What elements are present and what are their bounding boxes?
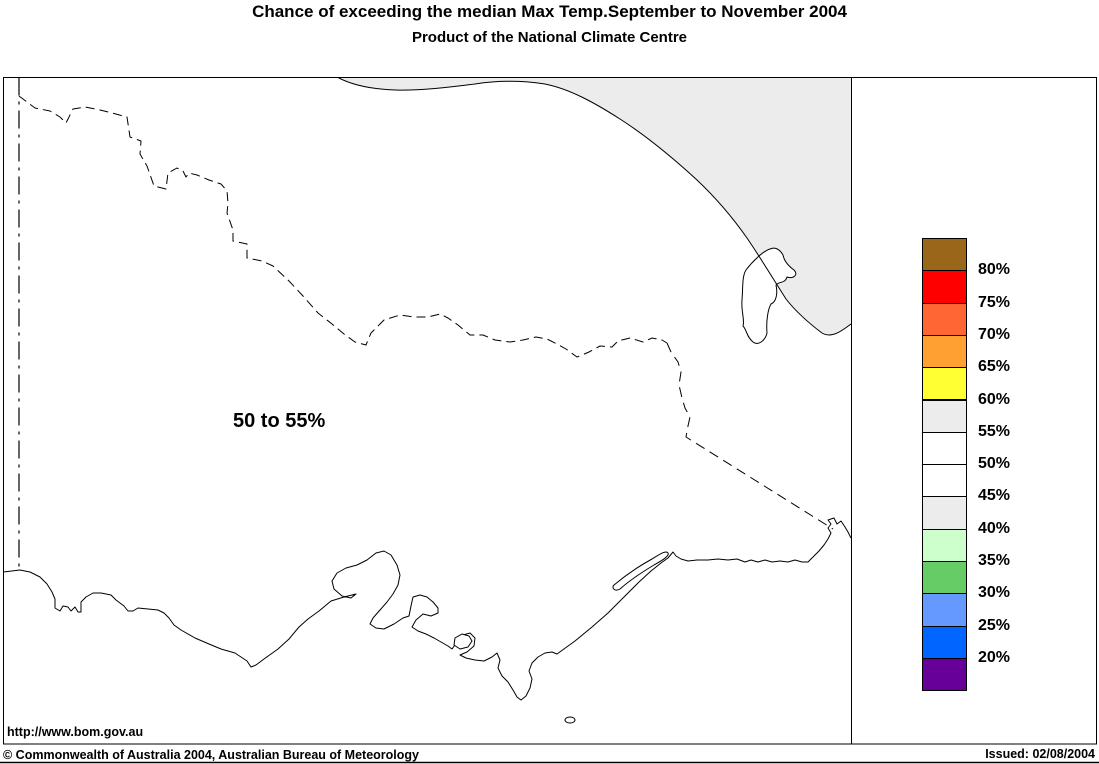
legend-swatch [922, 528, 967, 562]
page-subtitle: Product of the National Climate Centre [411, 29, 688, 46]
legend-swatch [922, 464, 967, 498]
gippsland-lakes-outline [612, 551, 669, 591]
legend-swatch [922, 334, 967, 369]
coastline [3, 517, 852, 701]
east-border-line [666, 342, 834, 530]
bom-url-label: http://www.bom.gov.au [7, 725, 144, 739]
legend-label: 65% [978, 358, 1011, 376]
legend-label: 55% [978, 422, 1011, 440]
map-frame [3, 77, 1097, 745]
legend-label: 20% [978, 648, 1011, 666]
legend-label: 70% [978, 325, 1011, 343]
legend-swatch [922, 561, 967, 595]
footer-issued-date: Issued: 02/08/2004 [985, 747, 1095, 761]
small-island [564, 716, 576, 724]
outside-region-fill [338, 77, 851, 335]
legend-label: 45% [978, 487, 1011, 505]
legend-label: 50% [978, 455, 1011, 473]
legend-swatch [922, 657, 967, 692]
legend-label: 25% [978, 616, 1011, 634]
legend-swatch [922, 431, 967, 466]
island-outline [453, 633, 473, 650]
legend-swatch [922, 399, 967, 433]
legend-swatch [922, 496, 967, 530]
legend-label: 30% [978, 584, 1011, 602]
legend-label: 35% [978, 552, 1011, 569]
legend-swatch [922, 302, 967, 336]
legend-label: 40% [978, 519, 1011, 537]
legend-label: 80% [978, 261, 1011, 279]
legend-label: 75% [978, 293, 1011, 311]
nsw-border-curve [337, 77, 852, 336]
legend-swatch [922, 593, 967, 627]
legend-swatch [922, 238, 967, 272]
lake-outline [741, 247, 797, 344]
region-value-label: 50 to 55% [233, 410, 326, 432]
legend-swatch [922, 367, 967, 401]
footer-copyright: © Commonwealth of Australia 2004, Austra… [3, 748, 419, 762]
legend-label: 60% [978, 390, 1011, 408]
legend-swatch [922, 625, 967, 659]
page-title: Chance of exceeding the median Max Temp.… [252, 2, 847, 21]
murray-river-border [18, 95, 668, 358]
legend-swatch [922, 270, 967, 304]
